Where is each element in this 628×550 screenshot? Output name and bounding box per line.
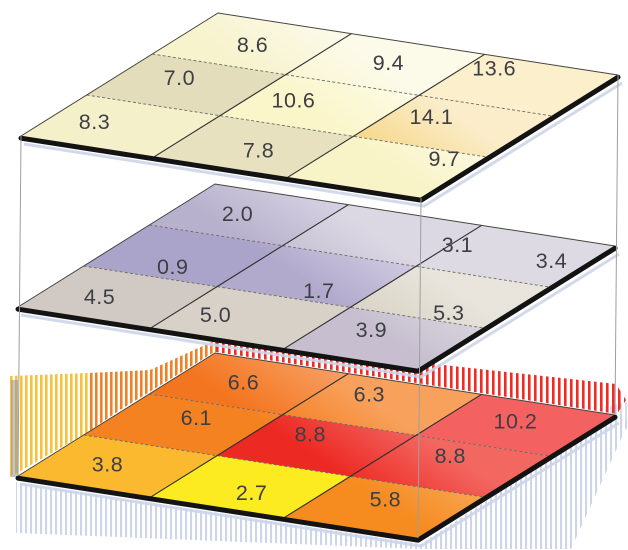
cell-value-label: 5.0 — [200, 303, 231, 327]
front-edge — [15, 245, 618, 374]
corner-connector-line — [417, 197, 422, 539]
cell-value-label: 6.1 — [181, 406, 212, 430]
cell-value-label: 5.8 — [370, 488, 401, 512]
back-edge — [17, 352, 616, 477]
cell-value-label: 6.6 — [228, 370, 259, 394]
column-divider — [151, 373, 349, 498]
layer-sheen — [21, 13, 618, 198]
cell-value-label: 8.8 — [295, 422, 326, 446]
back-edge — [17, 183, 616, 308]
corner-connector-line — [614, 74, 619, 416]
cell-value-label: 9.4 — [373, 51, 404, 75]
layer-bottom: 6.6 6.3 10.2 6.1 8.8 8.8 3.8 2.7 5.8 — [15, 352, 620, 548]
cell-value-label: 3.4 — [536, 249, 567, 273]
column-divider — [154, 33, 352, 158]
cell-value-label: 3.8 — [92, 452, 123, 476]
cell-value-label: 10.2 — [493, 410, 537, 434]
cell-value-label: 3.1 — [442, 233, 473, 257]
cell-value-label: 9.7 — [428, 147, 459, 171]
cell-value-label: 5.3 — [433, 301, 464, 325]
cell-value-label: 8.6 — [237, 33, 268, 57]
layer-middle: 2.0 3.1 3.4 0.9 1.7 5.3 4.5 5.0 3.9 — [15, 183, 620, 379]
edge-shadow-line — [20, 252, 620, 379]
cell-value-label: 0.9 — [157, 255, 188, 279]
column-divider — [287, 53, 485, 178]
cell-value-label: 2.0 — [222, 202, 253, 226]
layer-sheen — [18, 184, 615, 369]
cell-value-label: 10.6 — [272, 88, 316, 112]
cell-value-label: 13.6 — [472, 57, 516, 81]
cell-value-label: 8.3 — [79, 110, 110, 134]
cell-value-label: 2.7 — [236, 481, 267, 505]
edge-shadow-line — [20, 421, 620, 548]
column-divider — [151, 204, 349, 329]
cell-value-label: 3.9 — [356, 318, 387, 342]
cell-value-label: 4.5 — [84, 285, 115, 309]
cell-value-label: 6.3 — [354, 382, 385, 406]
column-divider — [284, 393, 482, 518]
fringe-gray-strip — [11, 380, 18, 477]
cell-value-label: 7.8 — [243, 138, 274, 162]
edge-shadow-line — [23, 81, 623, 208]
cell-value-label: 7.0 — [164, 66, 195, 90]
front-edge — [15, 414, 618, 543]
corner-connector-line — [17, 135, 22, 477]
layer-connector-lines — [17, 74, 619, 539]
layer-sheen — [18, 353, 615, 538]
cell-value-label: 14.1 — [409, 105, 453, 129]
layer-top: 8.6 9.4 13.6 7.0 10.6 14.1 8.3 7.8 9.7 — [18, 12, 623, 208]
back-edge — [20, 12, 619, 137]
cell-value-label: 1.7 — [303, 279, 334, 303]
cell-value-label: 8.8 — [435, 444, 466, 468]
column-divider — [284, 224, 482, 349]
